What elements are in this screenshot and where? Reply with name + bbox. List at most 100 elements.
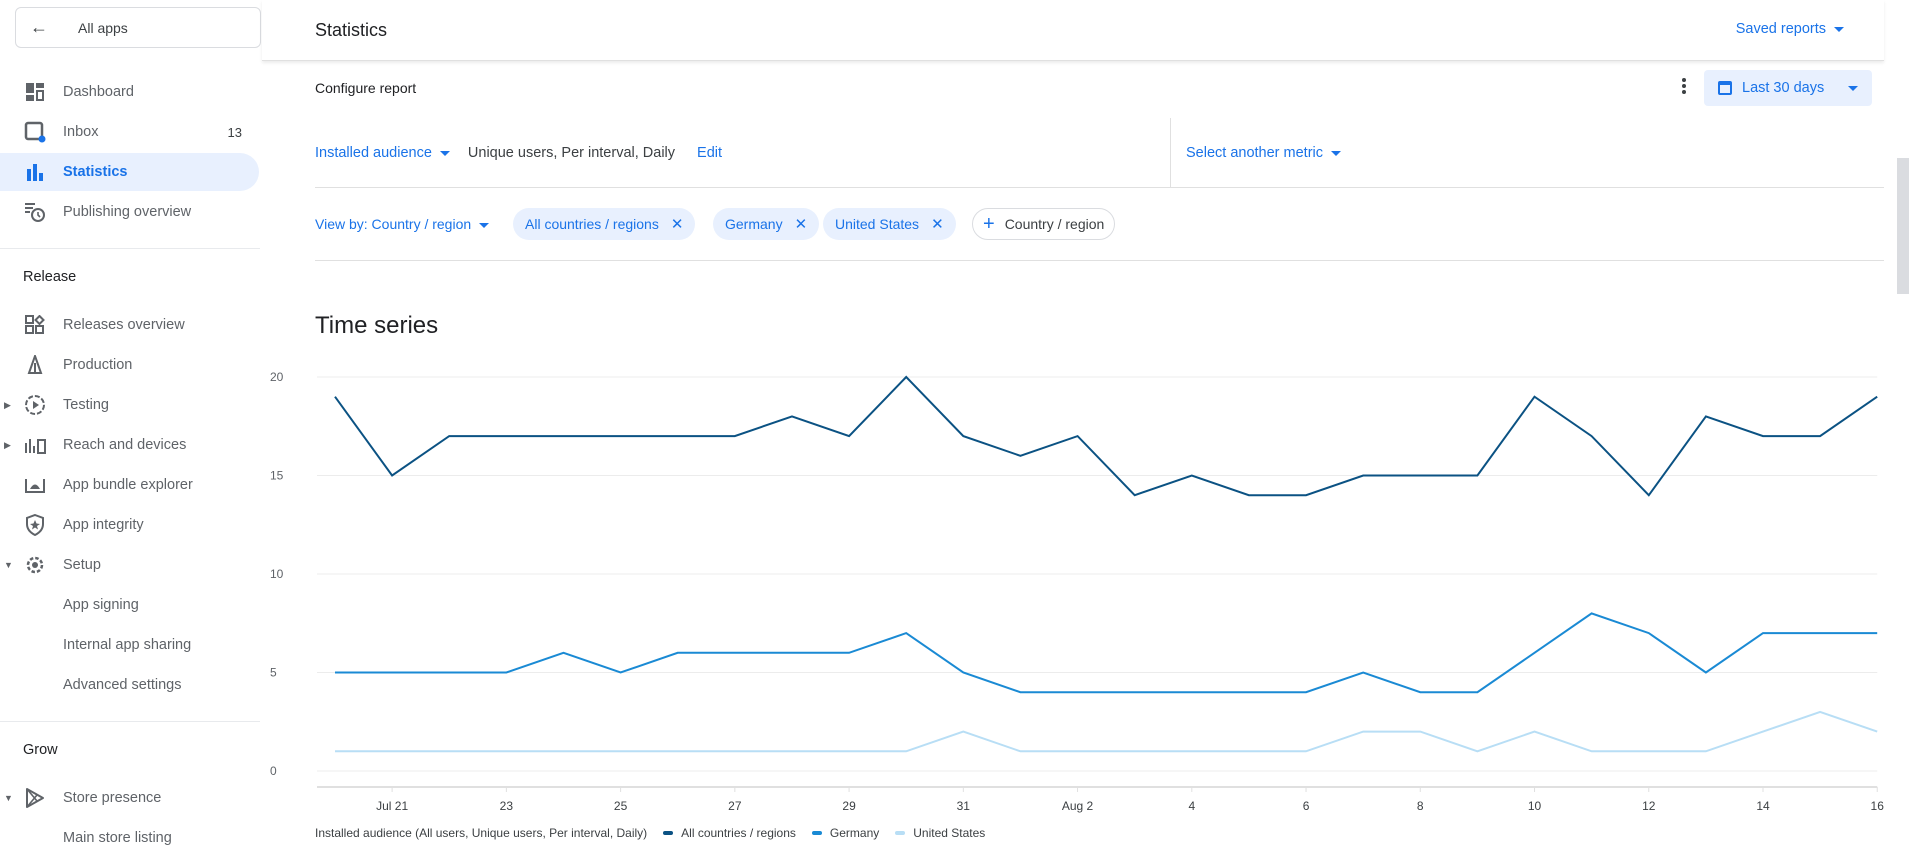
bar-chart-icon <box>24 161 46 183</box>
y-tick-label: 20 <box>270 370 284 384</box>
metric-description: Unique users, Per interval, Daily <box>467 145 676 161</box>
dropdown-arrow-icon <box>479 222 490 228</box>
sidebar-item-label: Production <box>63 357 133 373</box>
sidebar-item-inbox[interactable]: Inbox 13 <box>0 113 260 151</box>
configure-report-title: Configure report <box>315 80 417 96</box>
x-tick-label: 27 <box>728 799 742 813</box>
sidebar-divider <box>0 248 260 249</box>
dropdown-arrow-icon <box>1848 85 1858 91</box>
legend-label-us[interactable]: United States <box>913 826 986 840</box>
x-tick-label: 10 <box>1528 799 1542 813</box>
shield-star-icon <box>24 514 46 536</box>
sidebar-item-production[interactable]: Production <box>0 346 260 384</box>
sidebar-item-label: Store presence <box>63 790 162 806</box>
sidebar-item-setup[interactable]: ▼ Setup <box>0 546 260 584</box>
chip-label: United States <box>835 216 920 232</box>
all-apps-label: All apps <box>78 19 128 36</box>
select-another-metric-dropdown[interactable]: Select another metric <box>1186 145 1342 161</box>
collapse-caret-icon[interactable]: ▼ <box>4 793 13 803</box>
y-tick-label: 5 <box>270 666 277 680</box>
sidebar-item-internal-app-sharing[interactable]: Internal app sharing <box>0 626 260 664</box>
y-tick-label: 0 <box>270 764 277 778</box>
page-title: Statistics <box>315 20 388 40</box>
filter-chip-all-countries: All countries / regions ✕ <box>513 208 696 240</box>
x-tick-label: Aug 2 <box>1062 799 1094 813</box>
legend-title: Installed audience (All users, Unique us… <box>315 826 648 840</box>
series-line[interactable] <box>334 375 1878 497</box>
metric-selector[interactable]: Installed audience <box>315 145 450 161</box>
sidebar-item-label: Advanced settings <box>63 677 182 693</box>
add-chip-label: Country / region <box>1004 216 1105 232</box>
sidebar-item-label: Releases overview <box>63 317 185 333</box>
testing-icon <box>24 394 46 416</box>
all-apps-button[interactable]: ← All apps <box>15 7 261 48</box>
x-tick-label: 25 <box>614 799 628 813</box>
release-section-title: Release <box>23 269 77 285</box>
legend-swatch-all <box>663 831 674 835</box>
publishing-icon <box>24 201 46 223</box>
sidebar-item-app-bundle-explorer[interactable]: App bundle explorer <box>0 466 260 504</box>
sidebar-item-label: Inbox <box>63 124 99 140</box>
scrollbar-thumb[interactable] <box>1897 158 1909 294</box>
sidebar-item-label: Internal app sharing <box>63 637 192 653</box>
sidebar-item-testing[interactable]: ▶ Testing <box>0 386 260 424</box>
dropdown-arrow-icon <box>439 150 450 156</box>
x-tick-label: 6 <box>1303 799 1310 813</box>
sidebar-item-publishing-overview[interactable]: Publishing overview <box>0 193 260 231</box>
sidebar-item-label: Reach and devices <box>63 437 187 453</box>
expand-caret-icon[interactable]: ▶ <box>4 439 11 450</box>
x-tick-label: 14 <box>1756 799 1770 813</box>
sidebar-item-label: Main store listing <box>63 830 172 846</box>
sidebar-item-advanced-settings[interactable]: Advanced settings <box>0 666 260 704</box>
reach-devices-icon <box>24 434 46 456</box>
time-series-title: Time series <box>315 312 439 339</box>
legend-label-germany[interactable]: Germany <box>829 826 880 840</box>
view-by-dropdown[interactable]: View by: Country / region <box>315 216 490 232</box>
close-icon[interactable]: ✕ <box>931 216 944 233</box>
metric-selector-label: Installed audience <box>315 145 432 161</box>
y-tick-label: 15 <box>270 469 284 483</box>
expand-caret-icon[interactable]: ▶ <box>4 399 11 410</box>
series-line[interactable] <box>335 612 1878 694</box>
series-line[interactable] <box>335 710 1878 753</box>
play-icon <box>24 787 46 809</box>
sidebar-item-app-integrity[interactable]: App integrity <box>0 506 260 544</box>
legend-label-all[interactable]: All countries / regions <box>681 826 796 840</box>
sidebar-item-label: Statistics <box>63 164 128 180</box>
saved-reports-dropdown[interactable]: Saved reports <box>1736 21 1844 37</box>
sidebar-item-store-presence[interactable]: ▼ Store presence <box>0 779 260 817</box>
x-tick-label: 29 <box>842 799 856 813</box>
legend-swatch-us <box>895 831 906 835</box>
sidebar-item-label: App bundle explorer <box>63 477 193 493</box>
sidebar-item-dashboard[interactable]: Dashboard <box>0 73 260 111</box>
close-icon[interactable]: ✕ <box>794 216 808 233</box>
sidebar-item-releases-overview[interactable]: Releases overview <box>0 306 260 344</box>
more-options-icon[interactable] <box>1678 76 1690 100</box>
collapse-caret-icon[interactable]: ▼ <box>4 560 13 570</box>
close-icon[interactable]: ✕ <box>670 216 684 233</box>
select-another-metric-label: Select another metric <box>1186 145 1324 161</box>
sidebar-item-reach-and-devices[interactable]: ▶ Reach and devices <box>0 426 260 464</box>
x-tick-label: 23 <box>500 799 514 813</box>
sidebar-item-label: App signing <box>63 597 139 613</box>
sidebar-item-app-signing[interactable]: App signing <box>0 586 260 624</box>
sidebar-item-label: Setup <box>63 557 101 573</box>
sidebar-item-statistics[interactable]: Statistics <box>0 153 259 191</box>
add-country-chip[interactable]: + Country / region <box>972 208 1116 240</box>
production-icon <box>24 354 46 376</box>
x-tick-label: 8 <box>1417 799 1424 813</box>
legend-swatch-germany <box>811 831 822 835</box>
x-tick-label: 4 <box>1188 799 1195 813</box>
x-tick-label: Jul 21 <box>376 799 408 813</box>
x-tick-label: 16 <box>1871 799 1885 813</box>
sidebar-item-main-store-listing[interactable]: Main store listing <box>0 819 260 857</box>
metric-row: Installed audience Unique users, Per int… <box>315 118 1884 188</box>
releases-overview-icon <box>24 314 46 336</box>
date-range-button[interactable]: Last 30 days <box>1704 70 1872 106</box>
date-range-label: Last 30 days <box>1742 80 1825 96</box>
plus-icon: + <box>983 213 995 235</box>
edit-metric-link[interactable]: Edit <box>697 145 723 161</box>
app-bundle-icon <box>24 474 46 496</box>
chip-label: Germany <box>725 216 783 232</box>
metric-divider <box>1170 118 1171 188</box>
